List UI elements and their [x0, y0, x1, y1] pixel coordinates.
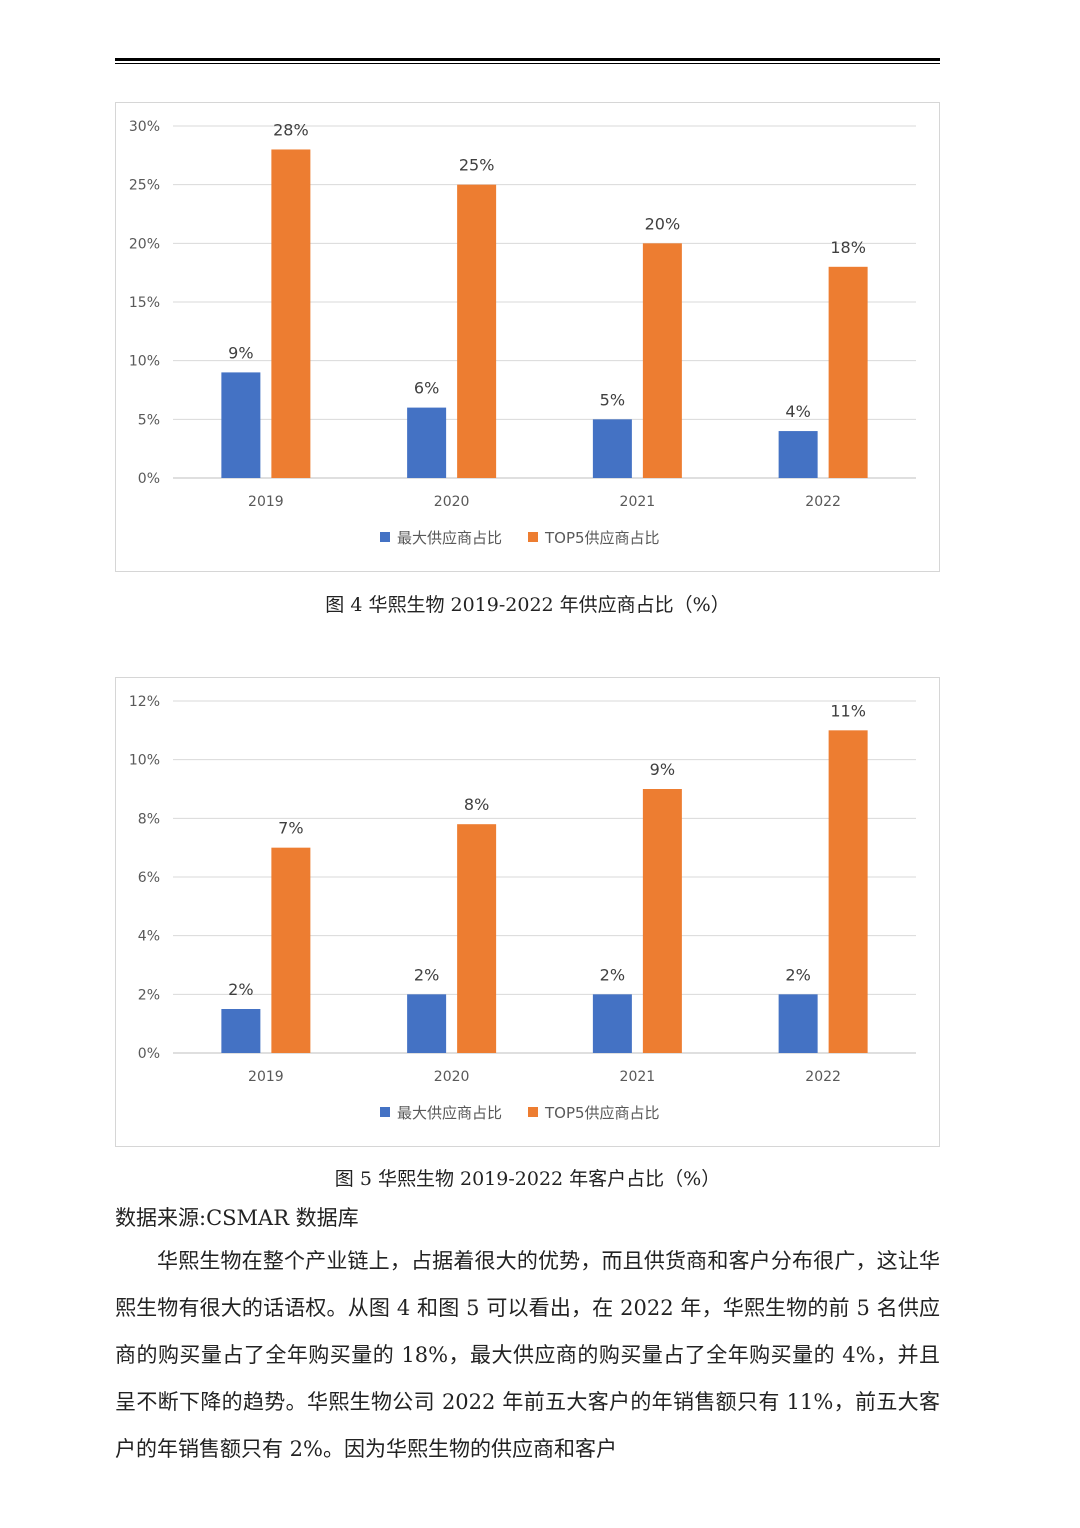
- fig5-ytick-label: 6%: [138, 870, 160, 886]
- figure5-svg: 0% 2% 4% 6% 8% 10% 12% 2019 2% 7% 2020 2% 8% 2021 2% 9%…: [129, 694, 916, 1122]
- fig4-bar-largest: [778, 431, 818, 478]
- fig5-data-label: 7%: [278, 819, 303, 838]
- fig4-ytick-label: 30%: [129, 119, 160, 135]
- fig4-data-label: 20%: [645, 214, 681, 233]
- fig4-data-label: 25%: [459, 156, 495, 175]
- fig4-ytick-label: 0%: [138, 471, 160, 487]
- fig4-ytick-label: 25%: [129, 178, 160, 194]
- fig5-bar-top5: [271, 847, 311, 1053]
- fig4-data-label: 18%: [830, 238, 866, 257]
- fig4-ytick-label: 10%: [129, 354, 160, 370]
- figure4-caption: 图 4 华熙生物 2019-2022 年供应商占比（%）: [325, 594, 730, 616]
- fig5-bar-largest: [407, 994, 447, 1053]
- paragraph-text: 华熙生物在整个产业链上，占据着很大的优势，而且供货商和客户分布很广，这让华熙生物…: [115, 1249, 940, 1461]
- fig4-ytick-label: 5%: [138, 412, 160, 428]
- fig5-data-label: 2%: [414, 965, 439, 984]
- fig5-bar-largest: [592, 994, 632, 1053]
- fig5-ytick-label: 8%: [138, 811, 160, 827]
- fig5-bar-largest: [778, 994, 818, 1053]
- figure4-chart: 0% 5% 10% 15% 20% 25% 30% 2019 9% 28% 2020 6% 25% 202…: [115, 102, 940, 572]
- fig5-legend-swatch: [528, 1107, 538, 1117]
- fig4-xtick-label: 2021: [620, 494, 656, 510]
- fig5-xtick-label: 2020: [434, 1069, 470, 1085]
- fig5-legend-label: TOP5供应商占比: [544, 1104, 660, 1122]
- fig4-bar-top5: [271, 149, 311, 478]
- fig4-data-label: 28%: [273, 120, 309, 139]
- header-rule-thin: [115, 63, 940, 64]
- fig5-bar-largest: [221, 1009, 261, 1053]
- fig5-data-label: 11%: [830, 701, 866, 720]
- fig5-ytick-label: 12%: [129, 694, 160, 710]
- header-rule-thick: [115, 58, 940, 61]
- fig5-legend-swatch: [380, 1107, 390, 1117]
- fig4-data-label: 5%: [600, 390, 625, 409]
- fig4-data-label: 4%: [785, 402, 810, 421]
- figure5-caption: 图 5 华熙生物 2019-2022 年客户占比（%）: [334, 1168, 721, 1190]
- fig4-legend-swatch: [528, 532, 538, 542]
- fig5-ytick-label: 10%: [129, 753, 160, 769]
- fig5-bar-top5: [642, 789, 682, 1053]
- body-paragraph: 华熙生物在整个产业链上，占据着很大的优势，而且供货商和客户分布很广，这让华熙生物…: [115, 1238, 940, 1473]
- fig4-ytick-label: 20%: [129, 236, 160, 252]
- fig5-data-label: 2%: [228, 980, 253, 999]
- fig4-bar-top5: [457, 184, 497, 478]
- fig4-legend-label: 最大供应商占比: [397, 529, 502, 547]
- fig4-bar-largest: [221, 372, 261, 478]
- fig5-xtick-label: 2021: [620, 1069, 656, 1085]
- fig4-ytick-label: 15%: [129, 295, 160, 311]
- fig5-data-label: 8%: [464, 795, 489, 814]
- data-source: 数据来源:CSMAR 数据库: [115, 1206, 359, 1230]
- fig5-legend-label: 最大供应商占比: [397, 1104, 502, 1122]
- fig4-xtick-label: 2020: [434, 494, 470, 510]
- fig4-xtick-label: 2022: [805, 494, 841, 510]
- fig4-xtick-label: 2019: [248, 494, 284, 510]
- fig5-xtick-label: 2019: [248, 1069, 284, 1085]
- fig4-bar-largest: [592, 419, 632, 478]
- fig5-data-label: 9%: [650, 760, 675, 779]
- fig5-bar-top5: [457, 824, 497, 1053]
- fig4-bar-top5: [642, 243, 682, 478]
- fig5-ytick-label: 2%: [138, 987, 160, 1003]
- fig5-xtick-label: 2022: [805, 1069, 841, 1085]
- fig5-data-label: 2%: [600, 965, 625, 984]
- fig5-data-label: 2%: [785, 965, 810, 984]
- figure4-svg: 0% 5% 10% 15% 20% 25% 30% 2019 9% 28% 2020 6% 25% 202…: [129, 119, 916, 547]
- fig5-ytick-label: 4%: [138, 929, 160, 945]
- figure5-chart: 0% 2% 4% 6% 8% 10% 12% 2019 2% 7% 2020 2% 8% 2021 2% 9%…: [115, 677, 940, 1147]
- fig4-legend-swatch: [380, 532, 390, 542]
- fig4-data-label: 6%: [414, 379, 439, 398]
- fig5-bar-top5: [828, 730, 868, 1053]
- fig4-bar-top5: [828, 266, 868, 478]
- fig4-data-label: 9%: [228, 343, 253, 362]
- fig4-bar-largest: [407, 407, 447, 478]
- fig5-ytick-label: 0%: [138, 1046, 160, 1062]
- fig4-legend-label: TOP5供应商占比: [544, 529, 660, 547]
